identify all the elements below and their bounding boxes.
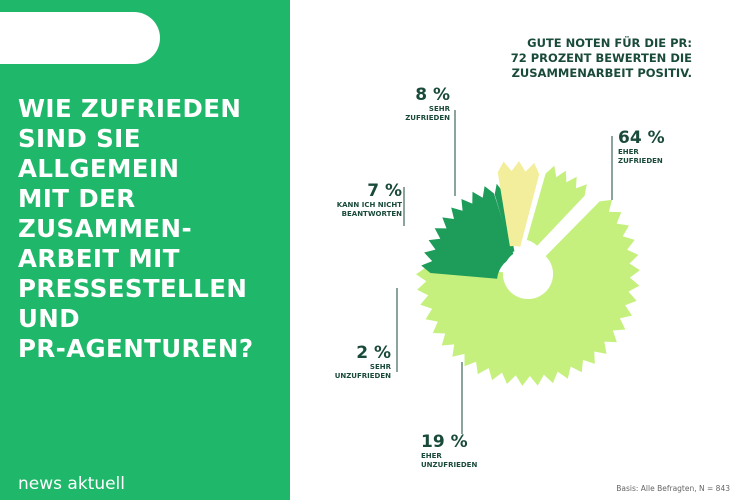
label-eher-zufrieden: 64 % eher zufrieden (618, 129, 665, 166)
source-note: Basis: Alle Befragten, N = 843 (616, 484, 730, 493)
question-line: mit der (18, 184, 136, 213)
question-line: Zusammen- (18, 214, 193, 243)
slice-category: sehr (428, 105, 450, 113)
leader-lines (396, 110, 613, 434)
headline-line: 72 Prozent bewerten die (510, 51, 692, 65)
question-line: arbeit mit (18, 244, 180, 273)
tab-shape (0, 12, 160, 64)
slice-category: unzufrieden (421, 461, 478, 469)
headline-line: Gute Noten für die PR: (527, 36, 692, 50)
label-sehr-unzufrieden: 2 % sehr unzufrieden (335, 344, 391, 381)
slice-category: beantworten (341, 210, 402, 218)
label-eher-unzufrieden: 19 % eher unzufrieden (421, 433, 477, 470)
slices-layer (416, 161, 640, 386)
left-panel: Wie zufrieden sind Sie allgemein mit der… (0, 0, 290, 500)
question-line: allgemein (18, 154, 180, 183)
question-line: sind Sie (18, 124, 141, 153)
headline-line: Zusammenarbeit positiv. (511, 66, 692, 80)
question-title: Wie zufrieden sind Sie allgemein mit der… (18, 94, 286, 364)
slice-category: zufrieden (405, 114, 450, 122)
slice-category: sehr (369, 363, 391, 371)
question-line: Pressestellen (18, 274, 248, 303)
label-kann-nicht-beantworten: 7 % kann ich nicht beantworten (337, 182, 402, 219)
slice-category: eher (618, 148, 639, 156)
question-line: PR-Agenturen? (18, 334, 254, 363)
slice-category: zufrieden (618, 157, 663, 165)
slice-percent: 64 % (618, 128, 665, 148)
slice-category: eher (421, 452, 442, 460)
slice-sehr-zufrieden (526, 165, 587, 246)
slice-percent: 2 % (356, 343, 391, 363)
slice-percent: 7 % (367, 181, 402, 201)
question-line: und (18, 304, 80, 333)
slice-percent: 19 % (421, 432, 468, 452)
slice-category: unzufrieden (334, 372, 391, 380)
slice-eher-zufrieden (416, 199, 640, 386)
center-hole (503, 249, 553, 299)
slice-percent: 8 % (415, 85, 450, 105)
label-sehr-zufrieden: 8 % sehr zufrieden (405, 86, 450, 123)
question-line: Wie zufrieden (18, 94, 242, 123)
slice-kann-nicht-beantworten (497, 161, 540, 247)
slice-eher-unzufrieden (421, 186, 515, 279)
brand-logo: news aktuell (18, 474, 126, 494)
slice-category: kann ich nicht (336, 201, 402, 209)
chart-headline: Gute Noten für die PR: 72 Prozent bewert… (392, 36, 692, 81)
